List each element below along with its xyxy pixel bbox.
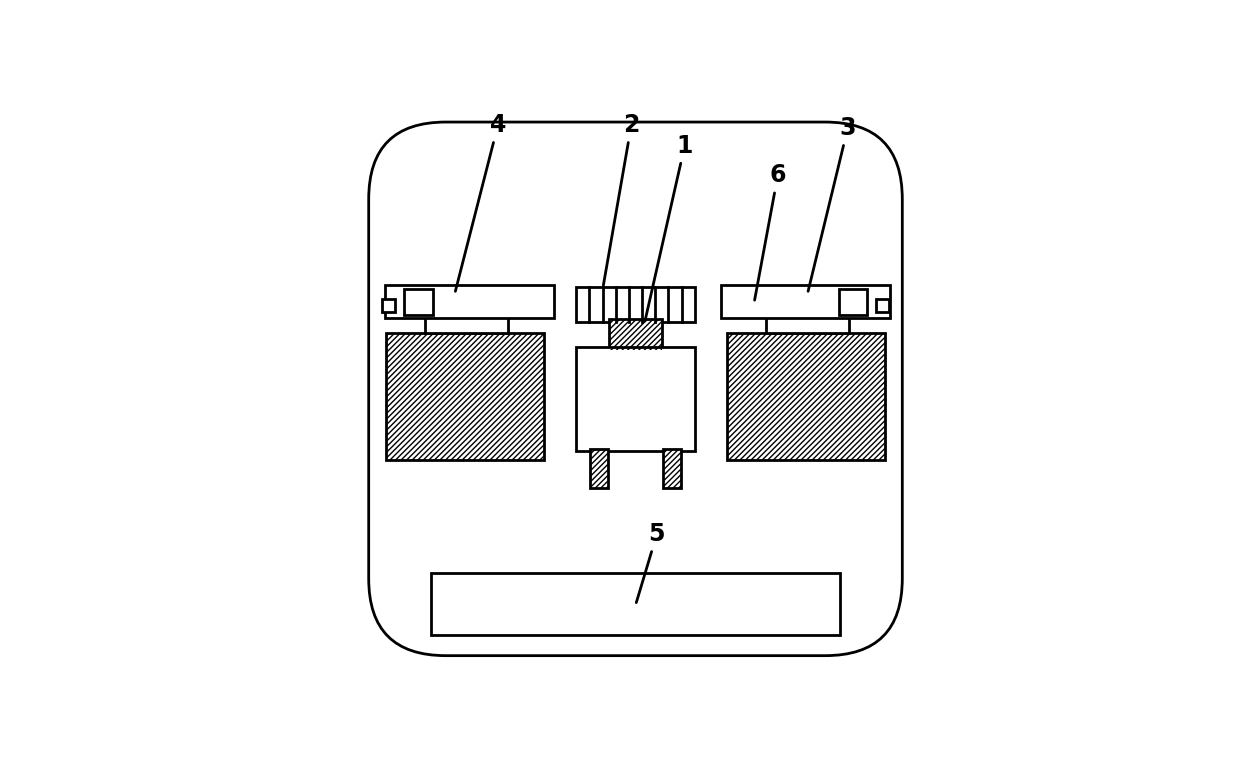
Bar <box>387 333 543 460</box>
Bar <box>877 299 889 312</box>
Bar <box>577 347 694 451</box>
Bar <box>387 333 543 460</box>
Text: 2: 2 <box>604 113 640 286</box>
Bar <box>662 450 681 488</box>
Bar <box>662 450 681 488</box>
Bar <box>404 289 433 316</box>
Text: 4: 4 <box>455 113 506 291</box>
Bar <box>386 285 554 318</box>
Bar <box>609 320 662 350</box>
Bar <box>839 289 867 316</box>
Bar <box>577 287 694 323</box>
Bar <box>590 450 609 488</box>
Bar <box>722 285 890 318</box>
Bar <box>425 316 508 333</box>
Bar <box>432 573 839 635</box>
Text: 5: 5 <box>636 522 665 603</box>
Bar <box>382 299 394 312</box>
Text: 3: 3 <box>808 116 856 291</box>
Bar <box>590 450 609 488</box>
Text: 6: 6 <box>755 163 786 300</box>
Bar <box>609 320 662 350</box>
Bar <box>728 333 884 460</box>
Bar <box>728 333 884 460</box>
Text: 1: 1 <box>645 134 693 321</box>
Bar <box>766 316 849 333</box>
